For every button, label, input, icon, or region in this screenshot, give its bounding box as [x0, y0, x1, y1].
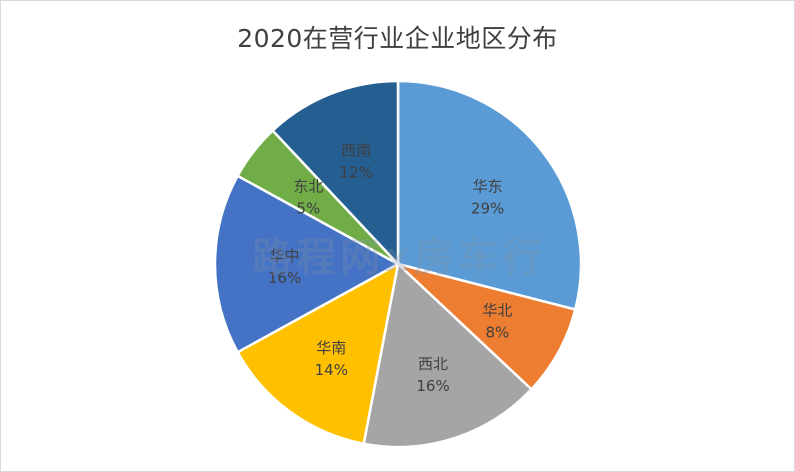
pie-slice-2 — [362, 261, 534, 449]
slice-category-label: 华南 — [316, 339, 346, 357]
pie-slice-4 — [213, 174, 401, 354]
slice-percent-label: 14% — [315, 361, 348, 379]
watermark-text: 路程网x房车行 — [252, 235, 546, 281]
slice-percent-label: 16% — [268, 269, 301, 287]
pie-slices — [213, 79, 583, 449]
pie-slice-6 — [270, 79, 400, 268]
slice-percent-label: 29% — [471, 199, 504, 217]
slice-category-label: 西北 — [418, 355, 448, 373]
slice-percent-label: 5% — [296, 199, 320, 217]
pie-slice-3 — [235, 261, 400, 446]
slice-category-label: 华东 — [473, 177, 503, 195]
chart-title: 2020在营行业企业地区分布 — [237, 24, 558, 53]
slice-category-label: 华北 — [482, 302, 512, 320]
slice-category-label: 华中 — [270, 247, 300, 265]
slice-percent-label: 16% — [416, 377, 449, 395]
pie-labels: 华东 29% 华北 8% 西北 16% 华南 14% 华中 16% 东北 5% 西南 12% — [268, 142, 513, 395]
pie-slice-1 — [397, 262, 577, 392]
slice-percent-label: 12% — [340, 164, 373, 182]
slice-category-label: 西南 — [341, 142, 371, 160]
slice-category-label: 东北 — [293, 177, 323, 195]
pie-slice-0 — [396, 79, 583, 312]
slice-percent-label: 8% — [486, 324, 510, 342]
